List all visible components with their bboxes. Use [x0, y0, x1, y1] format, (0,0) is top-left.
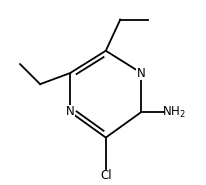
Text: NH$_2$: NH$_2$: [162, 104, 186, 120]
Text: Cl: Cl: [100, 169, 112, 182]
Text: N: N: [66, 105, 75, 118]
Text: N: N: [137, 67, 146, 80]
